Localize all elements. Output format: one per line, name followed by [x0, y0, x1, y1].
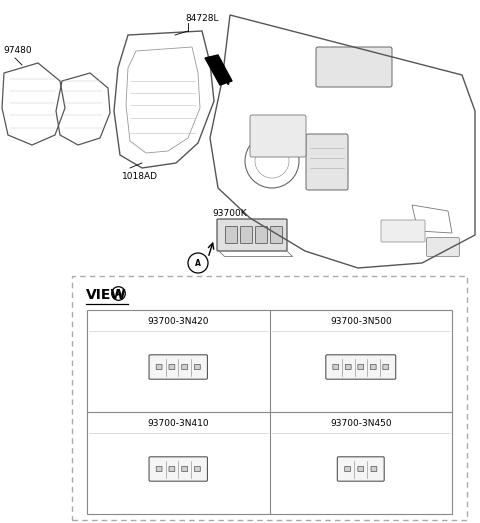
FancyBboxPatch shape [255, 226, 267, 244]
FancyBboxPatch shape [87, 310, 452, 514]
FancyBboxPatch shape [182, 467, 188, 472]
FancyBboxPatch shape [333, 365, 339, 370]
FancyBboxPatch shape [182, 365, 188, 370]
FancyArrowPatch shape [215, 69, 228, 84]
FancyBboxPatch shape [156, 365, 162, 370]
FancyBboxPatch shape [371, 365, 376, 370]
Text: A: A [116, 289, 121, 298]
FancyBboxPatch shape [326, 355, 396, 379]
FancyBboxPatch shape [345, 365, 351, 370]
FancyBboxPatch shape [194, 365, 200, 370]
FancyBboxPatch shape [250, 115, 306, 157]
FancyBboxPatch shape [194, 467, 200, 472]
FancyBboxPatch shape [149, 457, 207, 481]
FancyBboxPatch shape [316, 47, 392, 87]
FancyBboxPatch shape [381, 220, 425, 242]
FancyBboxPatch shape [337, 457, 384, 481]
FancyBboxPatch shape [169, 365, 175, 370]
Text: 97480: 97480 [3, 46, 32, 55]
FancyBboxPatch shape [240, 226, 252, 244]
FancyBboxPatch shape [306, 134, 348, 190]
Text: A: A [195, 258, 201, 267]
Text: 93700-3N500: 93700-3N500 [330, 317, 392, 326]
Text: VIEW: VIEW [86, 288, 127, 302]
Text: 93700-3N420: 93700-3N420 [147, 317, 209, 326]
FancyBboxPatch shape [217, 219, 287, 251]
Text: 93700K: 93700K [212, 209, 247, 218]
FancyBboxPatch shape [371, 467, 377, 472]
Text: 84728L: 84728L [185, 14, 218, 23]
FancyBboxPatch shape [358, 467, 364, 472]
Polygon shape [205, 55, 232, 85]
FancyBboxPatch shape [169, 467, 175, 472]
Text: 93700-3N450: 93700-3N450 [330, 419, 392, 428]
FancyBboxPatch shape [427, 237, 459, 256]
FancyBboxPatch shape [358, 365, 364, 370]
FancyBboxPatch shape [345, 467, 350, 472]
Text: 1018AD: 1018AD [122, 172, 158, 181]
FancyBboxPatch shape [72, 276, 467, 520]
FancyBboxPatch shape [383, 365, 389, 370]
FancyBboxPatch shape [226, 226, 238, 244]
FancyBboxPatch shape [156, 467, 162, 472]
FancyBboxPatch shape [271, 226, 283, 244]
FancyBboxPatch shape [149, 355, 207, 379]
Text: 93700-3N410: 93700-3N410 [147, 419, 209, 428]
